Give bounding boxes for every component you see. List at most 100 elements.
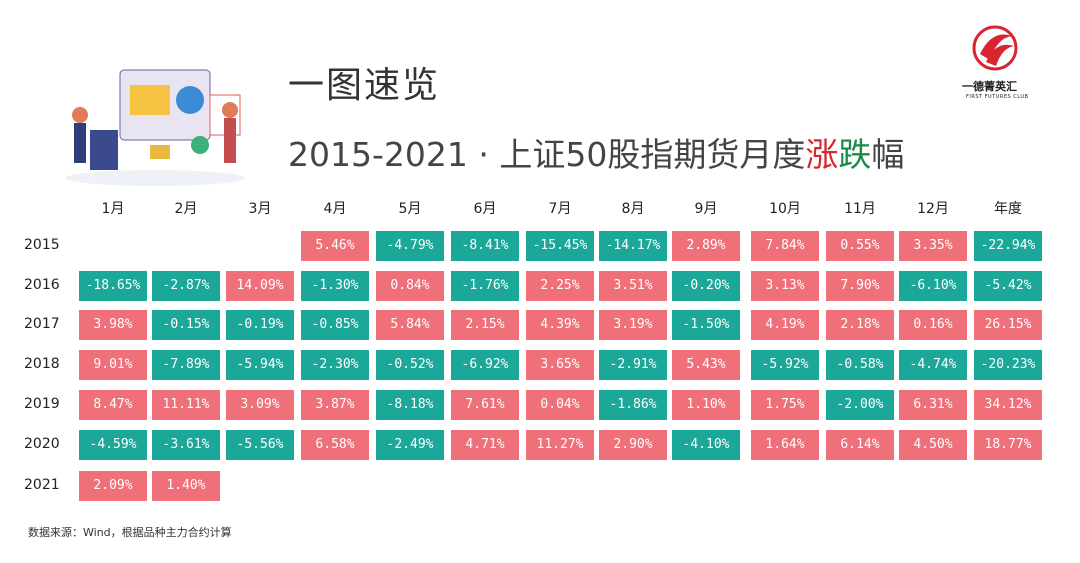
return-cell: -5.92% xyxy=(751,350,819,380)
return-cell: -6.10% xyxy=(899,271,967,301)
column-header: 9月 xyxy=(694,201,718,217)
return-cell: -8.18% xyxy=(376,390,444,420)
subtitle-part: 涨 xyxy=(805,135,839,174)
source-note: 数据来源：Wind，根据品种主力合约计算 xyxy=(28,526,232,539)
row-year: 2018 xyxy=(24,356,60,372)
return-cell: 14.09% xyxy=(226,271,294,301)
return-cell: -4.59% xyxy=(79,430,147,460)
return-cell: -2.87% xyxy=(152,271,220,301)
row-year: 2020 xyxy=(24,436,60,452)
return-cell: 1.75% xyxy=(751,390,819,420)
return-cell: -2.30% xyxy=(301,350,369,380)
return-cell: 2.89% xyxy=(672,231,740,261)
return-cell: -0.52% xyxy=(376,350,444,380)
row-year: 2016 xyxy=(24,277,60,293)
return-cell: 7.84% xyxy=(751,231,819,261)
return-cell: 1.64% xyxy=(751,430,819,460)
return-cell: 3.13% xyxy=(751,271,819,301)
column-header: 5月 xyxy=(398,201,422,217)
return-cell: -1.50% xyxy=(672,310,740,340)
return-cell: 8.47% xyxy=(79,390,147,420)
return-cell: -1.30% xyxy=(301,271,369,301)
return-cell: 4.19% xyxy=(751,310,819,340)
return-cell: 2.18% xyxy=(826,310,894,340)
return-cell: 7.61% xyxy=(451,390,519,420)
column-header: 2月 xyxy=(174,201,198,217)
return-cell: 3.19% xyxy=(599,310,667,340)
column-header: 11月 xyxy=(844,201,876,217)
logo-tagline: FIRST FUTURES CLUB xyxy=(966,94,1029,100)
subtitle: 2015-2021 · 上证50股指期货月度涨跌幅 xyxy=(288,128,904,176)
return-cell: -5.42% xyxy=(974,271,1042,301)
return-cell: -2.00% xyxy=(826,390,894,420)
return-cell: 11.11% xyxy=(152,390,220,420)
return-cell: 2.90% xyxy=(599,430,667,460)
return-cell: -5.94% xyxy=(226,350,294,380)
return-cell: 4.39% xyxy=(526,310,594,340)
return-cell: 9.01% xyxy=(79,350,147,380)
return-cell: 4.71% xyxy=(451,430,519,460)
return-cell: 18.77% xyxy=(974,430,1042,460)
return-cell: 34.12% xyxy=(974,390,1042,420)
return-cell: 3.09% xyxy=(226,390,294,420)
return-cell: 3.98% xyxy=(79,310,147,340)
return-cell: 6.31% xyxy=(899,390,967,420)
return-cell: -6.92% xyxy=(451,350,519,380)
return-cell: 26.15% xyxy=(974,310,1042,340)
return-cell: -0.15% xyxy=(152,310,220,340)
logo-mark xyxy=(972,25,1018,71)
title: 一图速览 xyxy=(288,65,441,106)
return-cell: 3.51% xyxy=(599,271,667,301)
return-cell: -0.19% xyxy=(226,310,294,340)
row-year: 2019 xyxy=(24,396,60,412)
subtitle-part: 跌 xyxy=(838,135,872,174)
return-cell: 0.04% xyxy=(526,390,594,420)
return-cell: 2.09% xyxy=(79,471,147,501)
return-cell: 6.14% xyxy=(826,430,894,460)
return-cell: 0.84% xyxy=(376,271,444,301)
return-cell: 1.40% xyxy=(152,471,220,501)
column-header: 10月 xyxy=(769,201,801,217)
logo-name: 一德菁英汇 xyxy=(962,80,1017,93)
return-cell: -15.45% xyxy=(526,231,594,261)
return-cell: -14.17% xyxy=(599,231,667,261)
column-header: 年度 xyxy=(994,201,1022,217)
column-header: 12月 xyxy=(917,201,949,217)
row-year: 2021 xyxy=(24,477,60,493)
column-header: 8月 xyxy=(621,201,645,217)
return-cell: 7.90% xyxy=(826,271,894,301)
return-cell: 2.25% xyxy=(526,271,594,301)
return-cell: -8.41% xyxy=(451,231,519,261)
column-header: 1月 xyxy=(101,201,125,217)
return-cell: 3.87% xyxy=(301,390,369,420)
return-cell: 5.46% xyxy=(301,231,369,261)
return-cell: -18.65% xyxy=(79,271,147,301)
return-cell: 2.15% xyxy=(451,310,519,340)
return-cell: -1.86% xyxy=(599,390,667,420)
return-cell: 0.16% xyxy=(899,310,967,340)
column-header: 3月 xyxy=(248,201,272,217)
return-cell: 3.65% xyxy=(526,350,594,380)
return-cell: -22.94% xyxy=(974,231,1042,261)
return-cell: -4.79% xyxy=(376,231,444,261)
illustration xyxy=(65,69,245,186)
return-cell: -2.91% xyxy=(599,350,667,380)
return-cell: 6.58% xyxy=(301,430,369,460)
row-year: 2015 xyxy=(24,237,60,253)
subtitle-part: 2015-2021 · 上证50股指期货月度 xyxy=(288,135,806,174)
return-cell: 11.27% xyxy=(526,430,594,460)
return-cell: -1.76% xyxy=(451,271,519,301)
return-cell: -5.56% xyxy=(226,430,294,460)
return-cell: -4.10% xyxy=(672,430,740,460)
row-year: 2017 xyxy=(24,316,60,332)
column-header: 4月 xyxy=(323,201,347,217)
return-cell: -0.85% xyxy=(301,310,369,340)
return-cell: -7.89% xyxy=(152,350,220,380)
return-cell: -0.58% xyxy=(826,350,894,380)
return-cell: -4.74% xyxy=(899,350,967,380)
return-cell: -0.20% xyxy=(672,271,740,301)
return-cell: 0.55% xyxy=(826,231,894,261)
return-cell: -3.61% xyxy=(152,430,220,460)
return-cell: -2.49% xyxy=(376,430,444,460)
